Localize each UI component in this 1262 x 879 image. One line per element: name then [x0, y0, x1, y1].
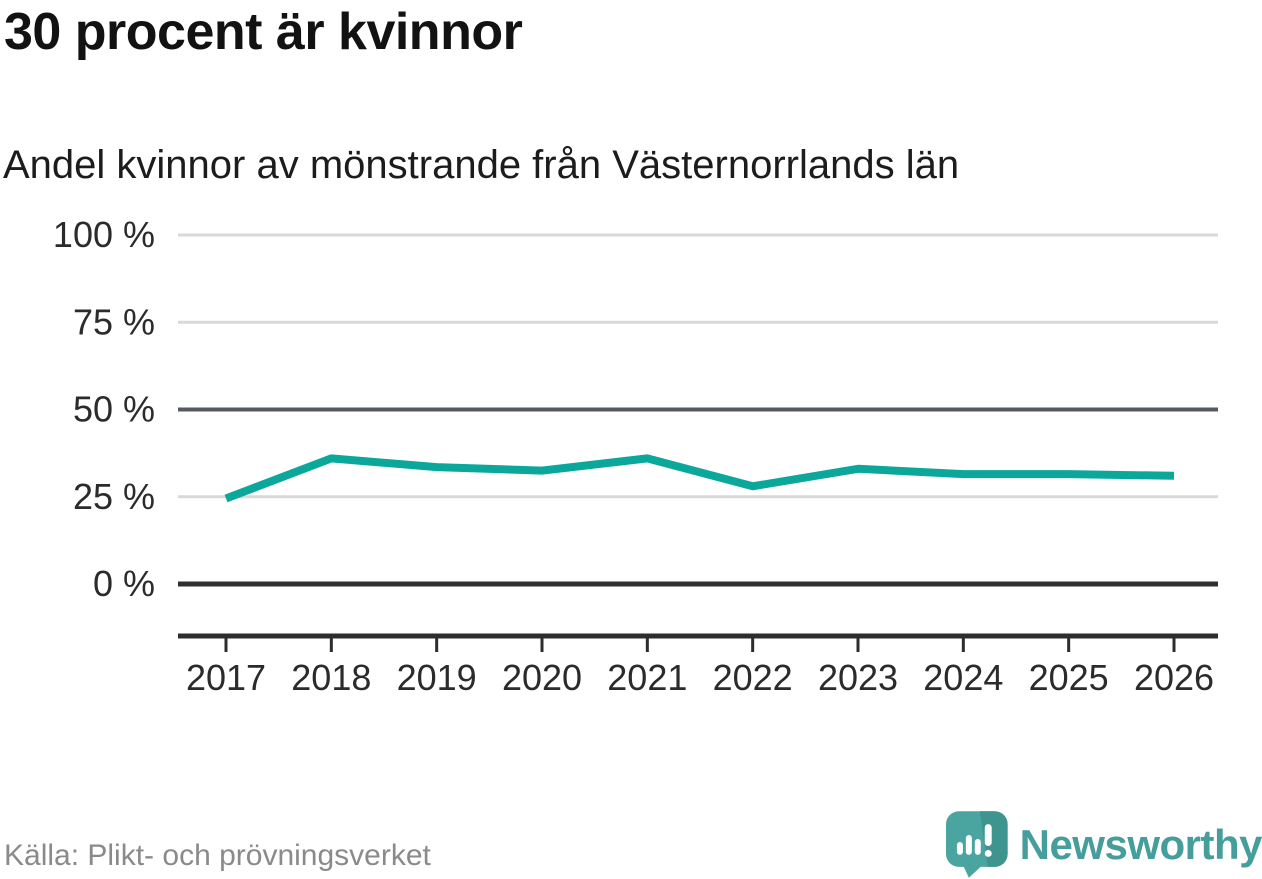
newsworthy-logo: Newsworthy [946, 810, 1262, 879]
x-tick-label-2019: 2019 [397, 657, 477, 698]
x-tick-label-2024: 2024 [923, 657, 1003, 698]
logo-bar-1 [956, 842, 963, 855]
y-tick-label-25: 25 % [73, 476, 155, 517]
x-tick-label-2021: 2021 [607, 657, 687, 698]
x-tick-label-2017: 2017 [186, 657, 266, 698]
y-tick-label-50: 50 % [73, 389, 155, 430]
chart-subtitle: Andel kvinnor av mönstrande från Västern… [3, 143, 960, 187]
x-tick-label-2022: 2022 [713, 657, 793, 698]
logo-exclamation-dot [984, 849, 992, 857]
newsworthy-logo-text: Newsworthy [1019, 820, 1262, 868]
x-tick-label-2026: 2026 [1134, 657, 1214, 698]
x-tick-label-2023: 2023 [818, 657, 898, 698]
logo-exclamation-stem [984, 824, 992, 846]
x-tick-label-2025: 2025 [1029, 657, 1109, 698]
logo-bubble-tail [962, 864, 983, 878]
y-tick-label-0: 0 % [93, 563, 155, 604]
logo-bar-3 [974, 839, 981, 855]
newsworthy-logo-icon [946, 811, 1008, 878]
x-tick-label-2020: 2020 [502, 657, 582, 698]
y-tick-label-100: 100 % [53, 214, 155, 255]
source-note: Källa: Plikt- och prövningsverket [4, 839, 431, 872]
chart-title: 30 procent är kvinnor [4, 3, 523, 61]
logo-bar-2 [965, 835, 972, 855]
data-line-andel-kvinnor-av-mönstrande [224, 454, 1175, 503]
y-tick-label-75: 75 % [73, 301, 155, 342]
x-tick-label-2018: 2018 [291, 657, 371, 698]
